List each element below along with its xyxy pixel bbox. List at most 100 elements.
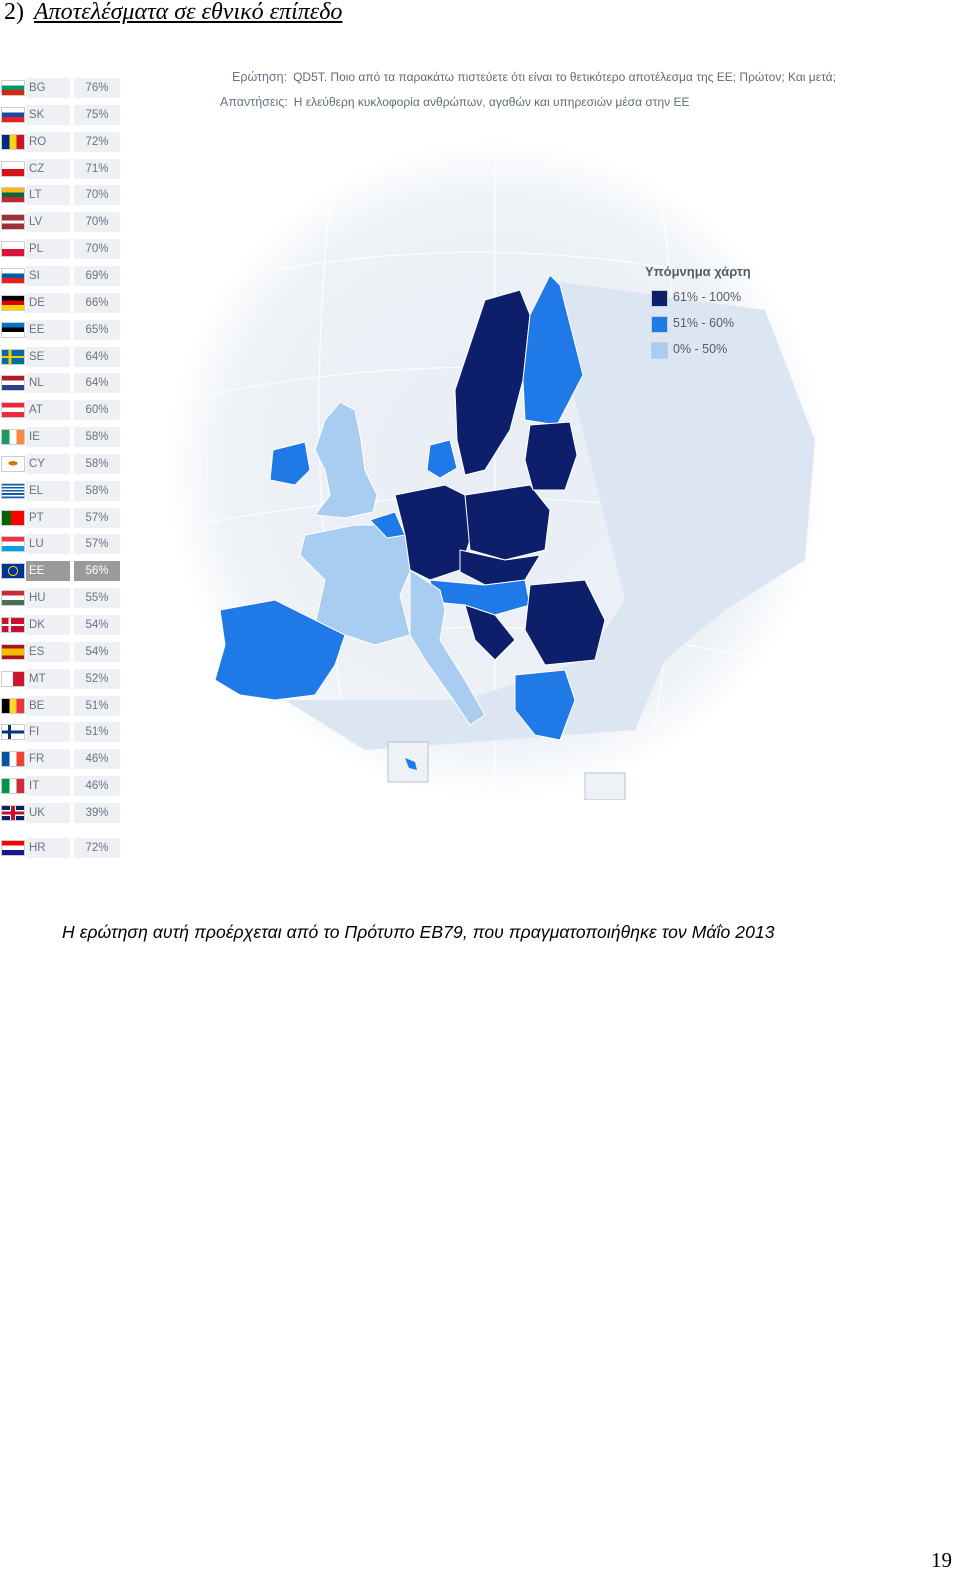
country-row-ee: EE 65%	[0, 319, 122, 340]
country-value: 56%	[74, 561, 120, 582]
figure-caption: Η ερώτηση αυτή προέρχεται από το Πρότυπο…	[62, 922, 775, 942]
country-row-fi: FI 51%	[0, 722, 122, 743]
map-iberia	[214, 599, 346, 701]
country-code: SE	[26, 346, 70, 367]
country-value: 71%	[74, 158, 120, 179]
country-row-hr: HR 72%	[0, 838, 122, 859]
country-code: NL	[26, 373, 70, 394]
country-value: 46%	[74, 776, 120, 797]
country-row-fr: FR 46%	[0, 749, 122, 770]
country-code: CZ	[26, 158, 70, 179]
country-value: 66%	[74, 292, 120, 313]
flag-fi-icon	[2, 725, 24, 740]
country-row-hu: HU 55%	[0, 588, 122, 609]
country-row-sk: SK 75%	[0, 104, 122, 125]
legend-label-medium: 51% - 60%	[673, 316, 735, 330]
country-code: BG	[26, 78, 70, 98]
country-row-cy: CY 58%	[0, 453, 122, 474]
map-balkans	[464, 604, 516, 661]
country-code: DE	[26, 292, 70, 313]
country-value: 39%	[74, 802, 120, 823]
map-ireland	[269, 441, 311, 486]
country-code: EE	[26, 561, 70, 582]
country-code: PT	[26, 507, 70, 528]
country-value: 69%	[74, 265, 120, 286]
country-row-cz: CZ 71%	[0, 158, 122, 179]
country-value: 58%	[74, 427, 120, 448]
legend-title: Υπόμνημα χάρτη	[645, 264, 751, 279]
flag-fr-icon	[2, 752, 24, 767]
country-row-at: AT 60%	[0, 400, 122, 421]
legend-swatch-medium	[651, 316, 668, 333]
country-value: 54%	[74, 641, 120, 662]
section-title: Αποτελέσματα σε εθνικό επίπεδο	[34, 0, 343, 25]
flag-lv-icon	[2, 215, 24, 230]
country-value: 46%	[74, 749, 120, 770]
country-code: FI	[26, 722, 70, 743]
country-value: 54%	[74, 615, 120, 635]
country-value: 51%	[74, 722, 120, 743]
flag-cz-icon	[2, 161, 24, 176]
country-code: LV	[26, 212, 70, 233]
country-code: IE	[26, 427, 70, 448]
flag-ie-icon	[2, 430, 24, 445]
flag-cy-icon	[2, 456, 24, 471]
flag-it-icon	[2, 779, 24, 794]
answer-label: Απαντήσεις:	[220, 95, 288, 109]
country-code: BE	[26, 695, 70, 716]
country-value: 64%	[74, 373, 120, 394]
flag-de-icon	[2, 295, 24, 310]
country-row-pt: PT 57%	[0, 507, 122, 528]
country-code: RO	[26, 131, 70, 152]
country-code: LU	[26, 534, 70, 555]
country-code: SK	[26, 104, 70, 125]
flag-be-icon	[2, 698, 24, 713]
country-value: 65%	[74, 319, 120, 340]
country-value: 75%	[74, 104, 120, 125]
country-code: ES	[26, 641, 70, 662]
results-figure: BG 76% SK 75% RO 72% CZ 71% LT 70% LV 70% PL 70% SI 69%…	[0, 62, 836, 872]
country-value: 70%	[74, 212, 120, 233]
country-value: 55%	[74, 588, 120, 609]
country-row-si: SI 69%	[0, 265, 122, 286]
legend-swatch-low	[651, 342, 668, 359]
country-value: 58%	[74, 453, 120, 474]
flag-es-icon	[2, 644, 24, 659]
country-code: IT	[26, 776, 70, 797]
map-poland	[464, 484, 551, 561]
country-row-se: SE 64%	[0, 346, 122, 367]
flag-pt-icon	[2, 510, 24, 525]
country-row-lv: LV 70%	[0, 212, 122, 233]
map-scandinavia	[454, 289, 531, 476]
country-row-lu: LU 57%	[0, 534, 122, 555]
flag-hr-icon	[2, 841, 24, 856]
flag-ro-icon	[2, 134, 24, 149]
country-row-el: EL 58%	[0, 480, 122, 501]
country-value: 57%	[74, 507, 120, 528]
section-number: 2)	[4, 0, 24, 25]
country-value: 76%	[74, 78, 120, 98]
country-code: SI	[26, 265, 70, 286]
country-code: EE	[26, 319, 70, 340]
country-code: PL	[26, 239, 70, 260]
country-row-lt: LT 70%	[0, 185, 122, 206]
legend-item-high: 61% - 100%	[645, 289, 795, 315]
country-code: EL	[26, 480, 70, 501]
legend-label-low: 0% - 50%	[673, 342, 728, 356]
map-denmark	[426, 439, 458, 479]
legend-label-high: 61% - 100%	[673, 290, 742, 304]
country-code: UK	[26, 802, 70, 823]
country-code: AT	[26, 400, 70, 421]
country-row-de: DE 66%	[0, 292, 122, 313]
map-uk	[314, 401, 378, 519]
country-code: LT	[26, 185, 70, 206]
answer-text: Η ελεύθερη κυκλοφορία ανθρώπων, αγαθών κ…	[293, 95, 690, 109]
flag-mt-icon	[2, 671, 24, 686]
question-text: QD5T. Ποιο από τα παρακάτω πιστεύετε ότι…	[293, 70, 836, 84]
country-value: 70%	[74, 239, 120, 260]
country-value: 72%	[74, 838, 120, 859]
legend-item-medium: 51% - 60%	[645, 315, 795, 341]
non-eu-land	[285, 280, 815, 750]
country-value: 52%	[74, 668, 120, 689]
country-code: FR	[26, 749, 70, 770]
